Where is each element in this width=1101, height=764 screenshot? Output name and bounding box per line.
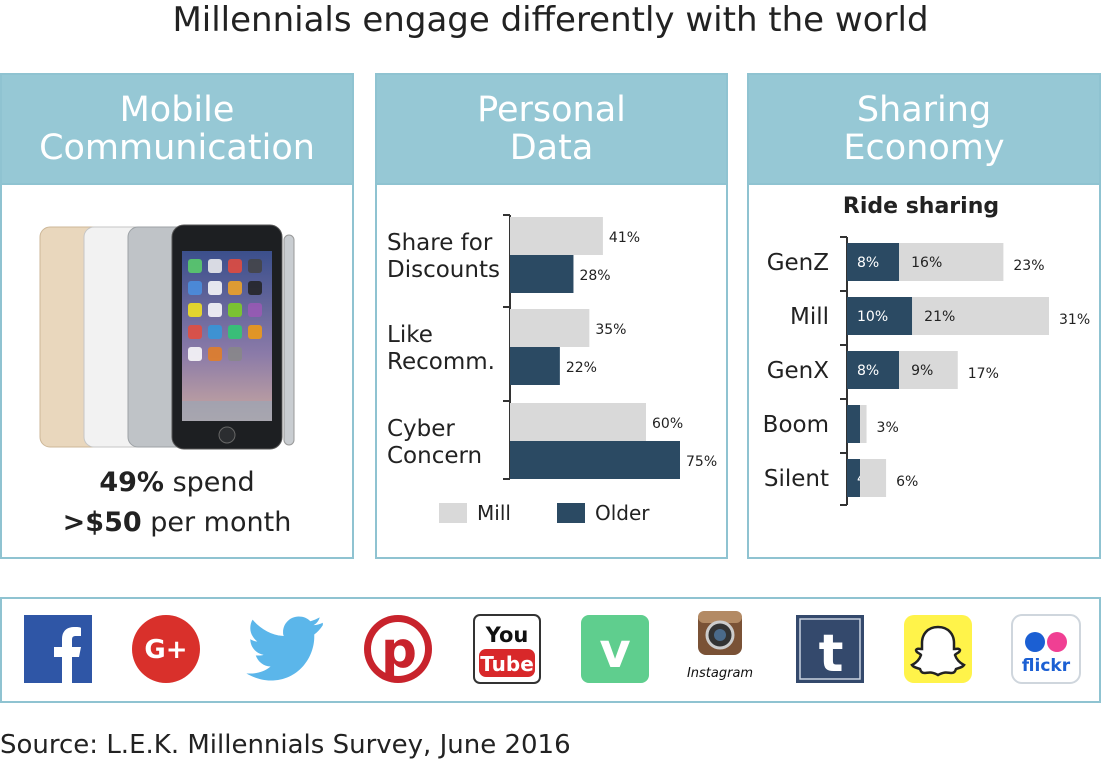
panel-sharing-heading-line1: Sharing [856,90,992,130]
personal-bar-mill [510,403,646,441]
personal-category-label: Like [387,322,433,348]
svg-text:Instagram: Instagram [687,666,753,681]
google-plus-icon: G+ [132,615,200,683]
sharing-segment-label: 10% [857,309,888,325]
instagram-icon: Instagram [687,611,753,681]
ride-sharing-title: Ride sharing [843,194,999,219]
panel-sharing-heading-line2: Economy [843,128,1005,168]
personal-category-label: Cyber [387,416,455,442]
legend-swatch-older [557,503,585,523]
personal-bar-older [510,347,560,385]
sharing-total-label: 3% [877,420,899,436]
sharing-total-label: 6% [896,474,918,490]
sharing-category-label: Silent [764,466,829,492]
personal-bar-label: 60% [652,416,683,432]
personal-category-label: Share for [387,230,493,256]
sharing-segment-label: 21% [924,309,955,325]
flickr-icon: flickr [1011,614,1081,684]
sharing-bar-light [860,459,887,497]
mobile-stat-percent: 49% [99,467,164,498]
sharing-bar-dark [847,405,861,443]
sharing-total-label: 17% [968,366,999,382]
youtube-icon: You Tube [473,614,541,684]
sharing-segment-label: 9% [911,363,933,379]
svg-text:Tube: Tube [480,652,534,676]
panel-personal-data: Personal Data 41% 28% Share for Discounts 35… [375,73,728,559]
sharing-segment-label: 8% [857,363,879,379]
sharing-segment-label: 8% [857,255,879,271]
svg-text:You: You [485,623,529,647]
source-note: Source: L.E.K. Millennials Survey, June … [0,730,571,760]
panel-sharing-economy: Sharing Economy Ride sharing GenZ 8% 16% 23%… [747,73,1101,559]
personal-category-label: Recomm. [387,349,495,375]
legend-label-older: Older [595,501,650,525]
panel-mobile-heading-line1: Mobile [119,90,235,130]
sharing-bar-dark [847,459,861,497]
svg-text:flickr: flickr [1022,656,1071,676]
mobile-stat-line2: >$50 per month [2,507,352,538]
panel-personal-heading-line1: Personal [477,90,626,130]
mobile-stat-line1: 49% spend [2,467,352,498]
pinterest-icon: p [364,615,432,683]
panel-sharing-heading: Sharing Economy [749,75,1099,185]
sharing-bar-dark [847,351,900,389]
sharing-bar-dark [847,297,913,335]
facebook-icon [24,615,92,683]
page-title: Millennials engage differently with the … [172,0,929,40]
mobile-stat-amount: >$50 [62,507,142,538]
sharing-category-label: Mill [790,304,829,330]
panel-mobile-heading: Mobile Communication [2,75,352,185]
tumblr-icon: t [796,615,864,684]
sharing-total-label: 23% [1013,258,1044,274]
panel-personal-heading: Personal Data [377,75,726,185]
personal-bar-mill [510,309,590,347]
personal-bar-label: 35% [595,322,626,338]
sharing-total-label: 31% [1059,312,1090,328]
sharing-category-label: GenZ [767,250,829,276]
personal-bar-older [510,441,680,479]
vine-icon: v [581,615,649,683]
personal-bar-label: 28% [579,268,610,284]
personal-category-label: Concern [387,443,482,469]
snapchat-icon [904,615,972,683]
sharing-category-label: Boom [763,412,829,438]
sharing-category-label: GenX [767,358,830,384]
twitter-icon [246,616,323,681]
legend-label-mill: Mill [477,501,511,525]
personal-category-label: Discounts [387,257,500,283]
legend-swatch-mill [439,503,467,523]
panel-mobile-communication: Mobile Communication [0,73,354,559]
personal-bar-older [510,255,574,293]
smartphones-image [39,224,295,450]
svg-text:v: v [599,623,630,679]
svg-text:p: p [381,621,417,679]
sharing-bar-light [899,351,958,389]
panel-personal-heading-line2: Data [509,128,594,168]
mobile-stat-line1-text: spend [163,467,255,498]
sharing-segment-label: 16% [911,255,942,271]
personal-bar-label: 22% [566,360,597,376]
panel-mobile-heading-line2: Communication [39,128,315,168]
sharing-bar-light [860,405,867,443]
social-icons-strip: G+ p You Tube v Instagram [0,597,1101,703]
mobile-stat-line2-text: per month [141,507,292,538]
sharing-bar-dark [847,243,900,281]
personal-bar-label: 75% [686,454,717,470]
sharing-bar-light [912,297,1049,335]
personal-bar-mill [510,217,603,255]
sharing-bar-light [899,243,1004,281]
ride-sharing-chart: Ride sharing GenZ 8% 16% 23% Mill 10% 21% 31% Gen… [763,194,1090,506]
svg-text:t: t [819,624,844,684]
personal-bar-label: 41% [609,230,640,246]
svg-text:G+: G+ [144,635,187,665]
social-icons: G+ p You Tube v Instagram [24,611,1081,684]
